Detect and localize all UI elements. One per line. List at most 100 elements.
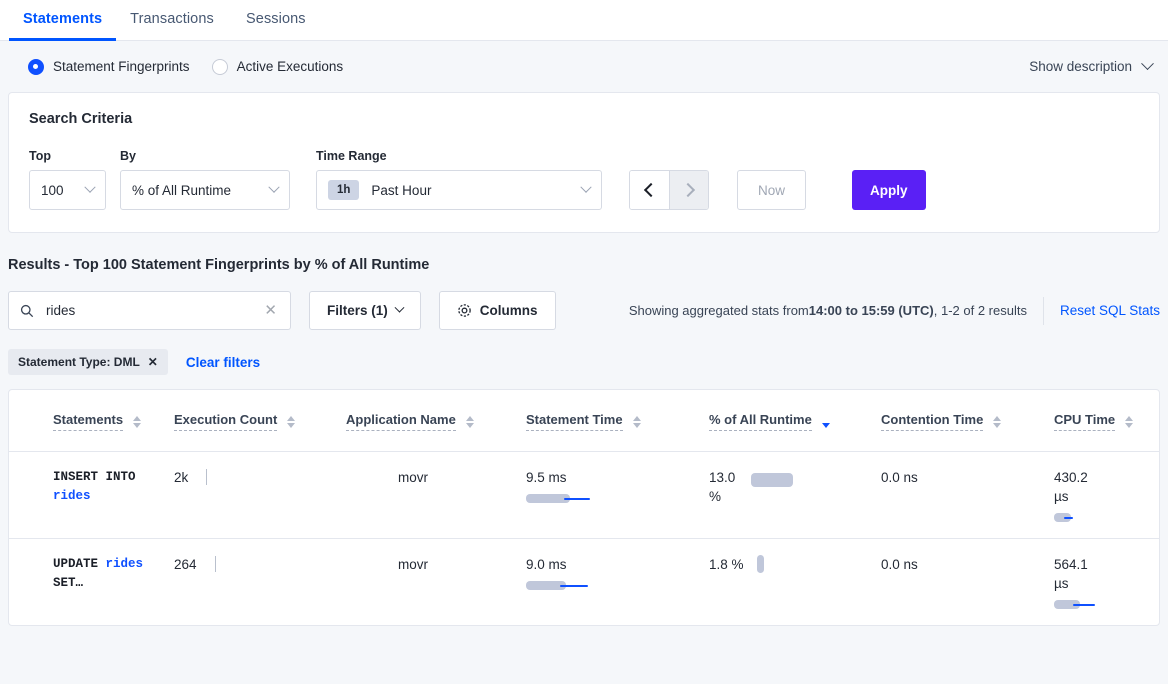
cpu-time-bar-overlay (1073, 603, 1095, 606)
apply-button-label: Apply (870, 182, 908, 198)
application-name-value: movr (398, 557, 428, 572)
show-description-toggle[interactable]: Show description (1029, 57, 1154, 74)
results-toolbar: ✕ Filters (1) Columns Showing aggregated… (8, 291, 1160, 330)
col-pct-all-runtime[interactable]: % of All Runtime (709, 390, 881, 452)
col-cpu-time[interactable]: CPU Time (1054, 390, 1159, 452)
clear-search-icon[interactable]: ✕ (264, 302, 277, 319)
contention-time-value: 0.0 ns (881, 470, 918, 485)
sort-toggle[interactable] (993, 415, 1002, 428)
statement-link[interactable]: INSERT INTO rides (53, 470, 136, 503)
tab-transactions-label: Transactions (130, 11, 214, 27)
tab-statements-label: Statements (23, 11, 103, 27)
radio-statement-fingerprints[interactable]: Statement Fingerprints (28, 58, 190, 75)
sort-toggle[interactable] (287, 415, 296, 428)
chevron-down-icon (268, 181, 280, 193)
tab-transactions[interactable]: Transactions (116, 0, 228, 41)
reset-sql-stats-link[interactable]: Reset SQL Stats (1059, 303, 1160, 318)
filter-chip-label: Statement Type: DML (18, 355, 140, 369)
col-cpu-time-label: CPU Time (1054, 412, 1116, 431)
cell-pct-all-runtime: 13.0 % (709, 452, 881, 539)
cpu-time-bar-overlay (1064, 516, 1073, 519)
statement-link[interactable]: UPDATE rides SET… (53, 557, 144, 590)
radio-statement-fingerprints-label: Statement Fingerprints (53, 59, 190, 74)
col-statement-time-label: Statement Time (526, 412, 623, 431)
apply-button[interactable]: Apply (852, 170, 926, 210)
filters-button[interactable]: Filters (1) (309, 291, 421, 330)
top-field: Top 100 (29, 149, 106, 210)
now-button[interactable]: Now (737, 170, 806, 210)
col-statements[interactable]: Statements (9, 390, 174, 452)
by-field-label: By (120, 149, 136, 163)
clear-filters-link[interactable]: Clear filters (185, 354, 261, 370)
sort-toggle[interactable] (1125, 415, 1134, 428)
search-box[interactable]: ✕ (8, 291, 291, 330)
top-field-label: Top (29, 149, 51, 163)
search-icon (20, 304, 34, 317)
page-body: Search Criteria Top 100 By % of All Runt… (0, 92, 1168, 626)
active-filters-row: Statement Type: DML ✕ Clear filters (8, 349, 1160, 375)
sort-toggle[interactable] (133, 415, 142, 428)
cell-pct-all-runtime: 1.8 % (709, 539, 881, 626)
results-title: Results - Top 100 Statement Fingerprints… (8, 257, 430, 273)
statement-time-bar-overlay (560, 584, 588, 587)
execution-count-bar (214, 556, 216, 572)
tab-sessions[interactable]: Sessions (228, 0, 324, 41)
next-time-button[interactable] (669, 171, 708, 209)
col-pct-all-runtime-label: % of All Runtime (709, 412, 812, 431)
by-select[interactable]: % of All Runtime (120, 170, 290, 210)
filter-chip-statement-type[interactable]: Statement Type: DML ✕ (8, 349, 168, 375)
top-select-value: 100 (41, 182, 64, 198)
chevron-left-icon (643, 182, 659, 198)
table-header-row: Statements Execution Count Application N… (9, 390, 1159, 452)
cell-contention-time: 0.0 ns (881, 539, 1054, 626)
col-application-name-label: Application Name (346, 412, 456, 431)
view-toggle-group: Statement Fingerprints Active Executions (28, 58, 343, 75)
time-range-select[interactable]: 1h Past Hour (316, 170, 602, 210)
columns-button[interactable]: Columns (438, 291, 556, 330)
search-criteria-card: Search Criteria Top 100 By % of All Runt… (8, 92, 1160, 233)
results-table-card: Statements Execution Count Application N… (8, 389, 1160, 626)
statement-time-value: 9.5 ms (526, 470, 567, 485)
cell-statement-time: 9.0 ms (526, 539, 709, 626)
cpu-time-bar (1054, 600, 1095, 609)
table-row[interactable]: UPDATE rides SET… 264 movr 9.0 ms 1.8 % 0… (9, 538, 1159, 626)
chevron-down-icon (394, 302, 405, 313)
tab-statements[interactable]: Statements (9, 0, 117, 41)
application-name-value: movr (398, 470, 428, 485)
showing-stats-text: Showing aggregated stats from 14:00 to 1… (629, 296, 1160, 325)
toolbar-divider (1042, 296, 1044, 325)
pct-all-runtime-bar (751, 473, 793, 487)
view-toggle-row: Statement Fingerprints Active Executions… (0, 41, 1168, 92)
cell-statement[interactable]: INSERT INTO rides (9, 452, 174, 539)
cell-execution-count: 264 (174, 539, 346, 626)
col-application-name[interactable]: Application Name (346, 390, 526, 452)
col-statement-time[interactable]: Statement Time (526, 390, 709, 452)
tab-sessions-label: Sessions (246, 11, 306, 27)
sort-toggle-active[interactable] (821, 416, 830, 428)
cell-statement[interactable]: UPDATE rides SET… (9, 539, 174, 626)
radio-unselected-icon (211, 58, 228, 75)
search-criteria-fields: Top 100 By % of All Runtime Time Range 1… (29, 149, 1139, 210)
pct-all-runtime-value: 1.8 % (709, 557, 744, 572)
previous-time-button[interactable] (630, 171, 669, 209)
col-execution-count[interactable]: Execution Count (174, 390, 346, 452)
close-icon[interactable]: ✕ (147, 355, 158, 369)
search-input[interactable] (44, 302, 253, 319)
gear-icon (457, 304, 471, 317)
radio-active-executions[interactable]: Active Executions (211, 58, 343, 75)
table-row[interactable]: INSERT INTO rides 2k movr 9.5 ms 13.0 % 0… (9, 451, 1159, 539)
table-body: INSERT INTO rides 2k movr 9.5 ms 13.0 % 0… (9, 451, 1159, 626)
search-criteria-title: Search Criteria (29, 111, 133, 127)
sort-toggle[interactable] (465, 415, 474, 428)
time-range-badge: 1h (328, 180, 360, 200)
col-contention-time[interactable]: Contention Time (881, 390, 1054, 452)
cpu-time-value: 564.1 µs (1054, 557, 1088, 591)
col-execution-count-label: Execution Count (174, 412, 278, 431)
showing-range: 14:00 to 15:59 (UTC) (808, 303, 934, 318)
chevron-down-icon (580, 181, 592, 193)
sort-toggle[interactable] (632, 415, 641, 428)
statement-time-bar (526, 494, 590, 503)
columns-button-label: Columns (479, 303, 538, 318)
top-select[interactable]: 100 (29, 170, 106, 210)
cpu-time-value: 430.2 µs (1054, 470, 1088, 504)
